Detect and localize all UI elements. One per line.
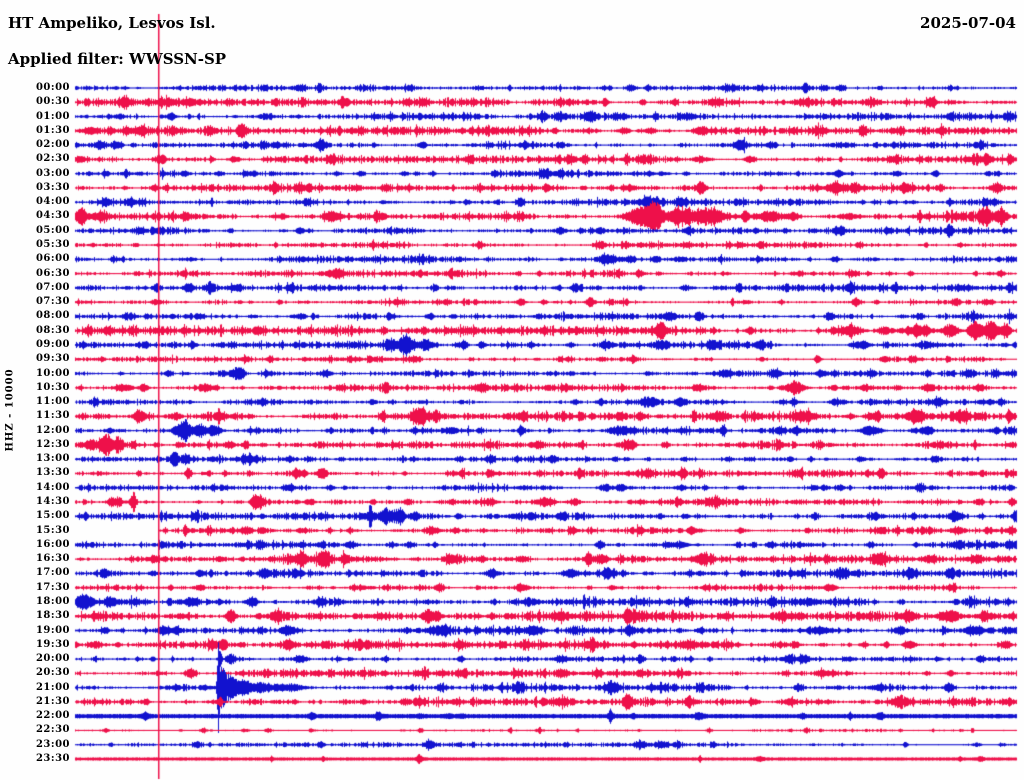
time-label: 16:00	[35, 538, 70, 550]
time-label: 02:00	[35, 139, 70, 151]
time-label: 18:30	[35, 610, 70, 622]
time-label: 05:30	[35, 239, 70, 251]
time-label: 20:30	[35, 667, 70, 679]
time-label: 22:30	[35, 724, 70, 736]
time-label: 07:00	[35, 281, 70, 293]
time-label: 02:30	[35, 153, 70, 165]
time-label: 20:00	[35, 653, 70, 665]
time-label: 13:00	[35, 453, 70, 465]
time-label: 10:00	[35, 367, 70, 379]
time-label: 15:00	[35, 510, 70, 522]
time-label: 00:30	[35, 96, 70, 108]
time-label: 16:30	[35, 553, 70, 565]
time-label: 09:30	[35, 353, 70, 365]
time-label: 10:30	[35, 381, 70, 393]
time-label: 11:00	[35, 396, 70, 408]
time-label: 01:00	[35, 110, 70, 122]
time-label: 03:00	[35, 167, 70, 179]
time-label: 19:00	[35, 624, 70, 636]
time-label: 17:30	[35, 581, 70, 593]
time-label: 00:00	[35, 82, 70, 93]
time-label: 05:00	[35, 224, 70, 236]
time-label: 23:30	[35, 753, 70, 764]
time-label: 07:30	[35, 296, 70, 308]
time-label: 18:00	[35, 595, 70, 607]
time-label: 14:00	[35, 481, 70, 493]
time-label: 21:30	[35, 695, 70, 707]
date-label: 2025-07-04	[920, 14, 1016, 32]
time-label: 15:30	[35, 524, 70, 536]
time-label: 19:30	[35, 638, 70, 650]
time-label: 06:00	[35, 253, 70, 265]
time-label: 08:30	[35, 324, 70, 336]
time-label: 06:30	[35, 267, 70, 279]
time-label: 23:00	[35, 738, 70, 750]
time-label: 14:30	[35, 496, 70, 508]
time-label: 04:30	[35, 210, 70, 222]
time-label: 17:00	[35, 567, 70, 579]
time-label: 03:30	[35, 181, 70, 193]
time-label: 12:30	[35, 438, 70, 450]
applied-filter-label: Applied filter: WWSSN-SP	[8, 50, 227, 68]
time-label: 11:30	[35, 410, 70, 422]
time-axis: 00:00 00:30 01:00 01:30 02:00 02:30 03:00 03:30…	[0, 0, 70, 780]
time-label: 22:00	[35, 710, 70, 722]
time-label: 21:00	[35, 681, 70, 693]
station-title: HT Ampeliko, Lesvos Isl.	[8, 14, 216, 32]
time-label: 09:00	[35, 338, 70, 350]
time-label: 01:30	[35, 124, 70, 136]
time-label: 13:30	[35, 467, 70, 479]
time-label: 12:00	[35, 424, 70, 436]
time-label: 08:00	[35, 310, 70, 322]
time-label: 04:00	[35, 196, 70, 208]
